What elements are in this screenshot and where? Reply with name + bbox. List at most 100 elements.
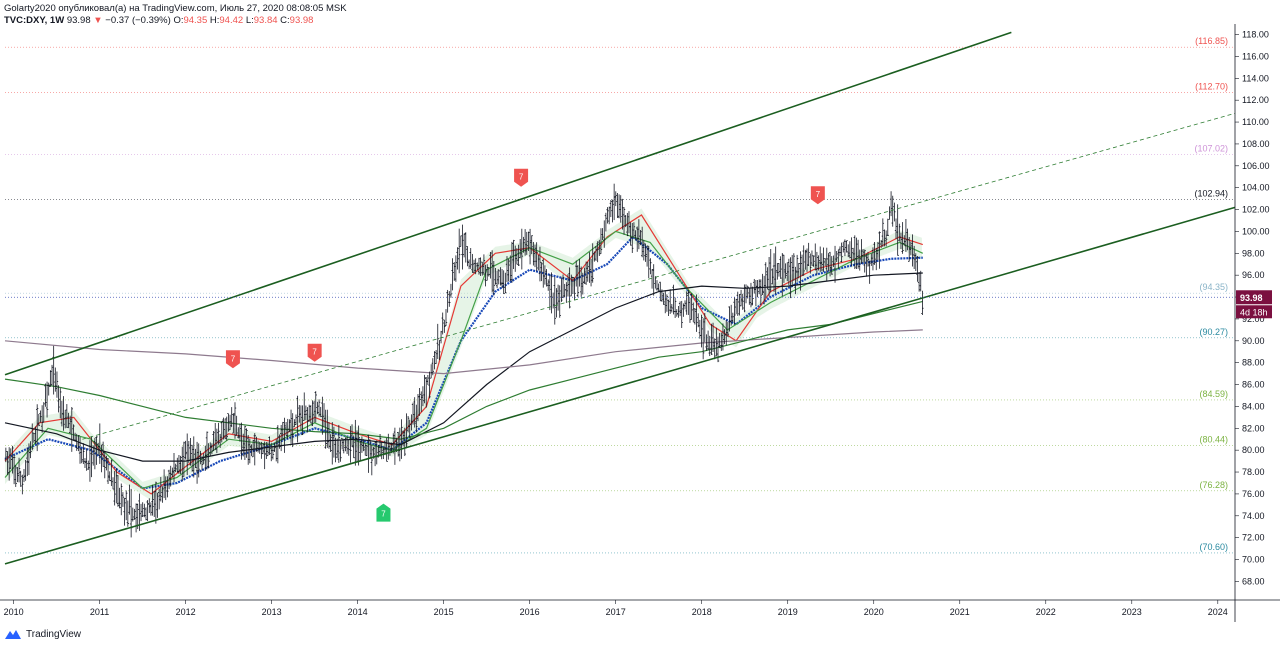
price-bar bbox=[695, 294, 698, 332]
price-bar bbox=[144, 507, 148, 521]
price-bar bbox=[786, 262, 789, 282]
price-bar bbox=[115, 467, 118, 504]
x-tick-label: 2020 bbox=[864, 607, 884, 617]
price-bar bbox=[545, 268, 548, 287]
price-bar bbox=[268, 436, 271, 455]
price-bar bbox=[217, 422, 220, 445]
price-bar bbox=[68, 415, 72, 434]
price-bar bbox=[848, 241, 852, 259]
price-bar bbox=[792, 253, 796, 281]
price-bar bbox=[251, 439, 255, 458]
symbol-interval[interactable]: TVC:DXY, 1W bbox=[4, 15, 65, 26]
price-bar bbox=[486, 264, 489, 281]
price-bar bbox=[60, 400, 64, 427]
price-bar bbox=[817, 255, 820, 271]
price-bar bbox=[128, 484, 131, 515]
price-bar bbox=[52, 345, 55, 395]
price-bar bbox=[795, 254, 799, 282]
price-bar bbox=[337, 424, 341, 463]
tradingview-footer[interactable]: TradingView bbox=[4, 628, 81, 640]
y-tick-label: 114.00 bbox=[1242, 73, 1269, 83]
price-bar bbox=[230, 407, 233, 428]
y-tick-label: 82.00 bbox=[1242, 423, 1265, 433]
price-bar bbox=[461, 224, 464, 270]
y-tick-label: 96.00 bbox=[1242, 270, 1265, 280]
price-bar bbox=[690, 293, 693, 320]
price-bar bbox=[37, 413, 41, 427]
price-bar bbox=[34, 426, 37, 444]
price-bar bbox=[639, 230, 642, 246]
price-bar bbox=[650, 269, 654, 289]
price-bar bbox=[868, 260, 871, 284]
close-label: C: bbox=[280, 15, 290, 26]
price-bar bbox=[286, 418, 289, 440]
price-bar bbox=[65, 404, 69, 428]
price-bar bbox=[644, 243, 647, 262]
price-bar bbox=[227, 413, 230, 432]
y-tick-label: 68.00 bbox=[1242, 576, 1265, 586]
price-bar bbox=[660, 289, 664, 302]
low-value: 93.84 bbox=[253, 15, 278, 26]
price-bar bbox=[566, 274, 570, 297]
price-bar bbox=[57, 385, 60, 413]
x-tick-label: 2011 bbox=[90, 607, 109, 617]
price-bar bbox=[716, 336, 720, 363]
price-bar bbox=[457, 228, 461, 274]
price-bar bbox=[835, 251, 838, 262]
price-bar bbox=[853, 235, 857, 270]
price-bar bbox=[512, 239, 515, 270]
price-bar bbox=[93, 437, 97, 470]
price-bar bbox=[738, 294, 741, 316]
price-bar bbox=[408, 419, 411, 439]
price-bar bbox=[504, 272, 507, 294]
price-bar bbox=[149, 502, 153, 516]
price-bar bbox=[474, 258, 477, 275]
price-bar bbox=[886, 218, 889, 237]
price-bar bbox=[713, 338, 716, 360]
price-bar bbox=[903, 235, 906, 246]
price-bar bbox=[185, 433, 189, 475]
price-bar bbox=[654, 276, 657, 289]
price-bar bbox=[304, 405, 308, 421]
price-bar bbox=[640, 226, 644, 258]
ohlc-legend: TVC:DXY, 1W 93.98 ▼ −0.37 (−0.39%) O:94.… bbox=[4, 15, 313, 26]
price-bar bbox=[385, 437, 388, 462]
price-bar bbox=[194, 448, 197, 468]
price-bar bbox=[421, 386, 425, 407]
channel-lines bbox=[4, 31, 1236, 565]
price-bar bbox=[382, 446, 385, 460]
price-bar bbox=[311, 400, 314, 426]
price-bar bbox=[350, 424, 354, 448]
price-bar bbox=[189, 437, 192, 466]
price-bar bbox=[345, 437, 349, 455]
price-bar bbox=[220, 420, 224, 443]
price-bar bbox=[599, 228, 603, 255]
price-bar bbox=[758, 279, 761, 295]
price-bar bbox=[606, 207, 609, 224]
price-bar bbox=[279, 424, 283, 452]
price-bar bbox=[827, 253, 830, 272]
price-bar bbox=[124, 490, 128, 521]
price-bar bbox=[875, 247, 878, 271]
price-bar bbox=[921, 290, 924, 316]
price-bar bbox=[16, 467, 19, 483]
price-bar bbox=[843, 239, 847, 257]
price-bar bbox=[687, 290, 690, 315]
price-bar bbox=[837, 249, 840, 269]
price-bar bbox=[858, 249, 861, 271]
x-tick-label: 2013 bbox=[262, 607, 282, 617]
price-bar bbox=[316, 401, 319, 415]
price-bar bbox=[891, 195, 894, 227]
price-bar bbox=[212, 430, 215, 451]
price-bar bbox=[871, 247, 875, 271]
price-bar bbox=[769, 248, 772, 293]
price-bar bbox=[85, 448, 88, 471]
y-tick-label: 110.00 bbox=[1242, 117, 1269, 127]
price-bar bbox=[779, 256, 782, 279]
price-bar bbox=[439, 330, 443, 344]
price-bar bbox=[723, 329, 726, 345]
price-bar bbox=[143, 503, 146, 518]
price-bar bbox=[100, 444, 103, 473]
price-bar bbox=[396, 432, 400, 457]
